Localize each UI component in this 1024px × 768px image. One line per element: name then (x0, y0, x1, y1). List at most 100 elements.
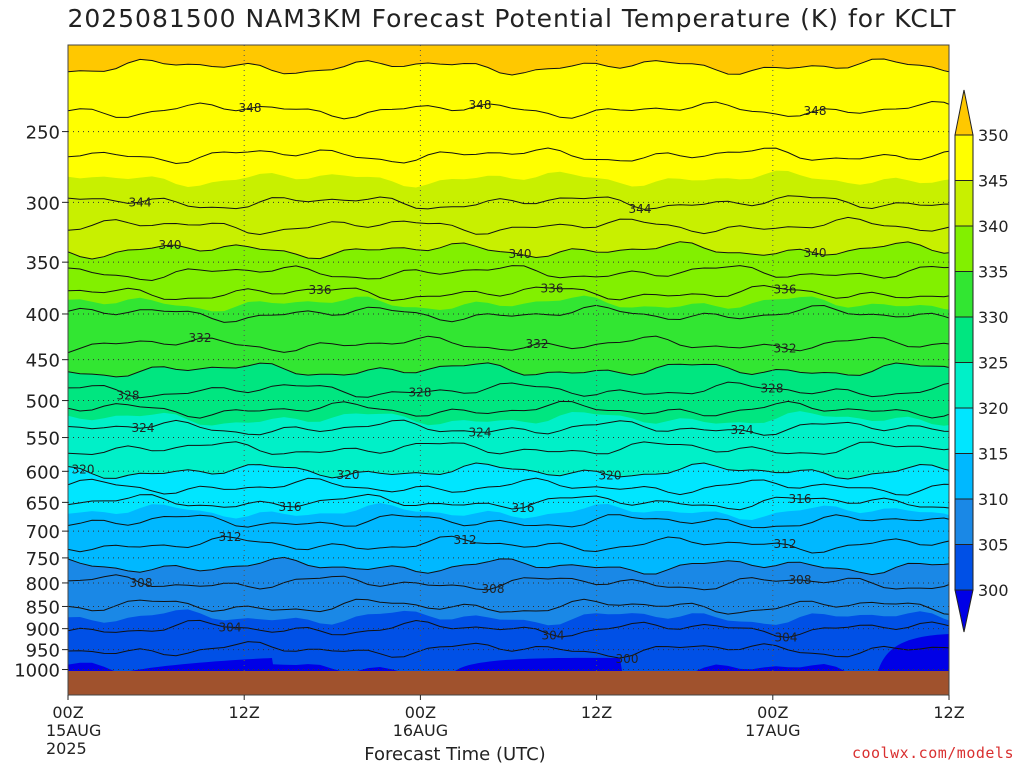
colorbar-label-335: 335 (978, 263, 1009, 282)
contour-332 (68, 335, 949, 354)
contour-label-348-1: 348 (469, 98, 492, 112)
contour-label-312-1: 312 (454, 533, 477, 547)
colorbar-seg-300 (954, 544, 974, 591)
contour-label-308-2: 308 (789, 573, 812, 587)
contour-338 (68, 265, 949, 282)
colorbar: 300 305 310 315 320 325 330 335 340 345 350 (954, 89, 1009, 633)
contour-330 (68, 362, 949, 378)
x-tick-label-24-0: 00Z (405, 703, 436, 722)
contour-label-300-0: 300 (616, 652, 639, 666)
colorbar-seg-310 (954, 453, 974, 500)
contour-label-332-1: 332 (526, 337, 549, 351)
contour-302 (68, 641, 949, 659)
y-tick-label-600: 600 (26, 462, 60, 483)
colorbar-top-extend (954, 89, 974, 136)
contour-label-320-0: 320 (72, 463, 95, 477)
contour-label-348-0: 348 (239, 101, 262, 115)
colorbar-label-325: 325 (978, 354, 1009, 373)
x-tick-label-48-0: 00Z (757, 703, 788, 722)
x-tick-label-60-0: 12Z (933, 703, 964, 722)
contour-label-304-2: 304 (775, 631, 798, 645)
contour-label-336-0: 336 (309, 283, 332, 297)
contour-316 (68, 493, 949, 511)
contour-label-324-1: 324 (469, 425, 492, 439)
contour-label-304-0: 304 (219, 620, 242, 634)
y-tick-label-700: 700 (26, 522, 60, 543)
plot-frame (67, 44, 950, 696)
theta-color-field (68, 45, 949, 695)
contour-348 (68, 100, 949, 120)
colorbar-label-345: 345 (978, 172, 1009, 191)
contour-label-324-0: 324 (132, 421, 155, 435)
contour-344 (68, 195, 949, 210)
contour-label-320-2: 320 (599, 468, 622, 482)
contour-324 (68, 419, 949, 436)
y-tick-label-350: 350 (26, 253, 60, 274)
colorbar-label-305: 305 (978, 536, 1009, 555)
y-tick-label-450: 450 (26, 351, 60, 372)
contour-346 (68, 147, 949, 165)
contour-label-332-0: 332 (189, 331, 212, 345)
contour-label-316-0: 316 (279, 500, 302, 514)
y-tick-label-750: 750 (26, 549, 60, 570)
contour-334 (68, 304, 949, 323)
contour-label-332-2: 332 (774, 341, 797, 355)
contour-350 (68, 58, 949, 76)
y-tick-label-800: 800 (26, 574, 60, 595)
theta-contour-lines (68, 58, 949, 659)
contour-label-308-1: 308 (482, 582, 505, 596)
contour-label-348-2: 348 (804, 104, 827, 118)
contour-label-316-1: 316 (512, 501, 535, 515)
contour-labels: 348 348 348 344 344 340 340 340 336 336 336 332 332 3… (72, 98, 827, 666)
y-tick-label-650: 650 (26, 493, 60, 514)
contour-328 (68, 381, 949, 399)
colorbar-label-350: 350 (978, 126, 1009, 145)
y-tick-label-1000: 1000 (14, 661, 60, 682)
colorbar-label-330: 330 (978, 308, 1009, 327)
contour-342 (68, 216, 949, 236)
colorbar-label-320: 320 (978, 399, 1009, 418)
colorbar-seg-345 (954, 134, 974, 181)
contour-label-312-2: 312 (774, 537, 797, 551)
contour-label-308-0: 308 (130, 576, 153, 590)
colorbar-seg-320 (954, 362, 974, 409)
colorbar-label-300: 300 (978, 581, 1009, 600)
ground-surface (68, 671, 949, 695)
contour-label-316-2: 316 (789, 492, 812, 506)
colorbar-seg-305 (954, 498, 974, 545)
contour-306 (68, 598, 949, 615)
contour-label-324-2: 324 (731, 423, 754, 437)
colorbar-label-310: 310 (978, 490, 1009, 509)
contour-label-344-0: 344 (129, 195, 152, 209)
contour-314 (68, 514, 949, 529)
contour-label-320-1: 320 (337, 468, 360, 482)
contour-label-328-2: 328 (761, 382, 784, 396)
x-axis-label: Forecast Time (UTC) (364, 744, 546, 765)
y-tick-label-400: 400 (26, 305, 60, 326)
colorbar-seg-315 (954, 407, 974, 454)
y-tick-label-550: 550 (26, 429, 60, 450)
band-below-300c (878, 634, 949, 671)
x-tick-label-0-2: 2025 (46, 739, 87, 758)
contour-320 (68, 462, 949, 480)
colorbar-label-340: 340 (978, 217, 1009, 236)
x-tick-label-0-1: 15AUG (46, 721, 101, 740)
grid-lines (68, 45, 949, 671)
credit-link[interactable]: coolwx.com/models (851, 744, 1014, 762)
contour-318 (68, 477, 949, 496)
colorbar-label-315: 315 (978, 445, 1009, 464)
colorbar-seg-325 (954, 316, 974, 363)
y-tick-label-300: 300 (26, 193, 60, 214)
band-below-300b (455, 657, 622, 671)
contour-310 (68, 556, 949, 576)
x-tick-label-48-1: 17AUG (745, 721, 800, 740)
colorbar-bottom-extend (954, 589, 974, 633)
chart-title: 2025081500 NAM3KM Forecast Potential Tem… (67, 4, 957, 33)
contour-label-336-1: 336 (541, 281, 564, 295)
colorbar-seg-335 (954, 225, 974, 272)
colorbar-seg-330 (954, 271, 974, 318)
contour-label-312-0: 312 (219, 530, 242, 544)
